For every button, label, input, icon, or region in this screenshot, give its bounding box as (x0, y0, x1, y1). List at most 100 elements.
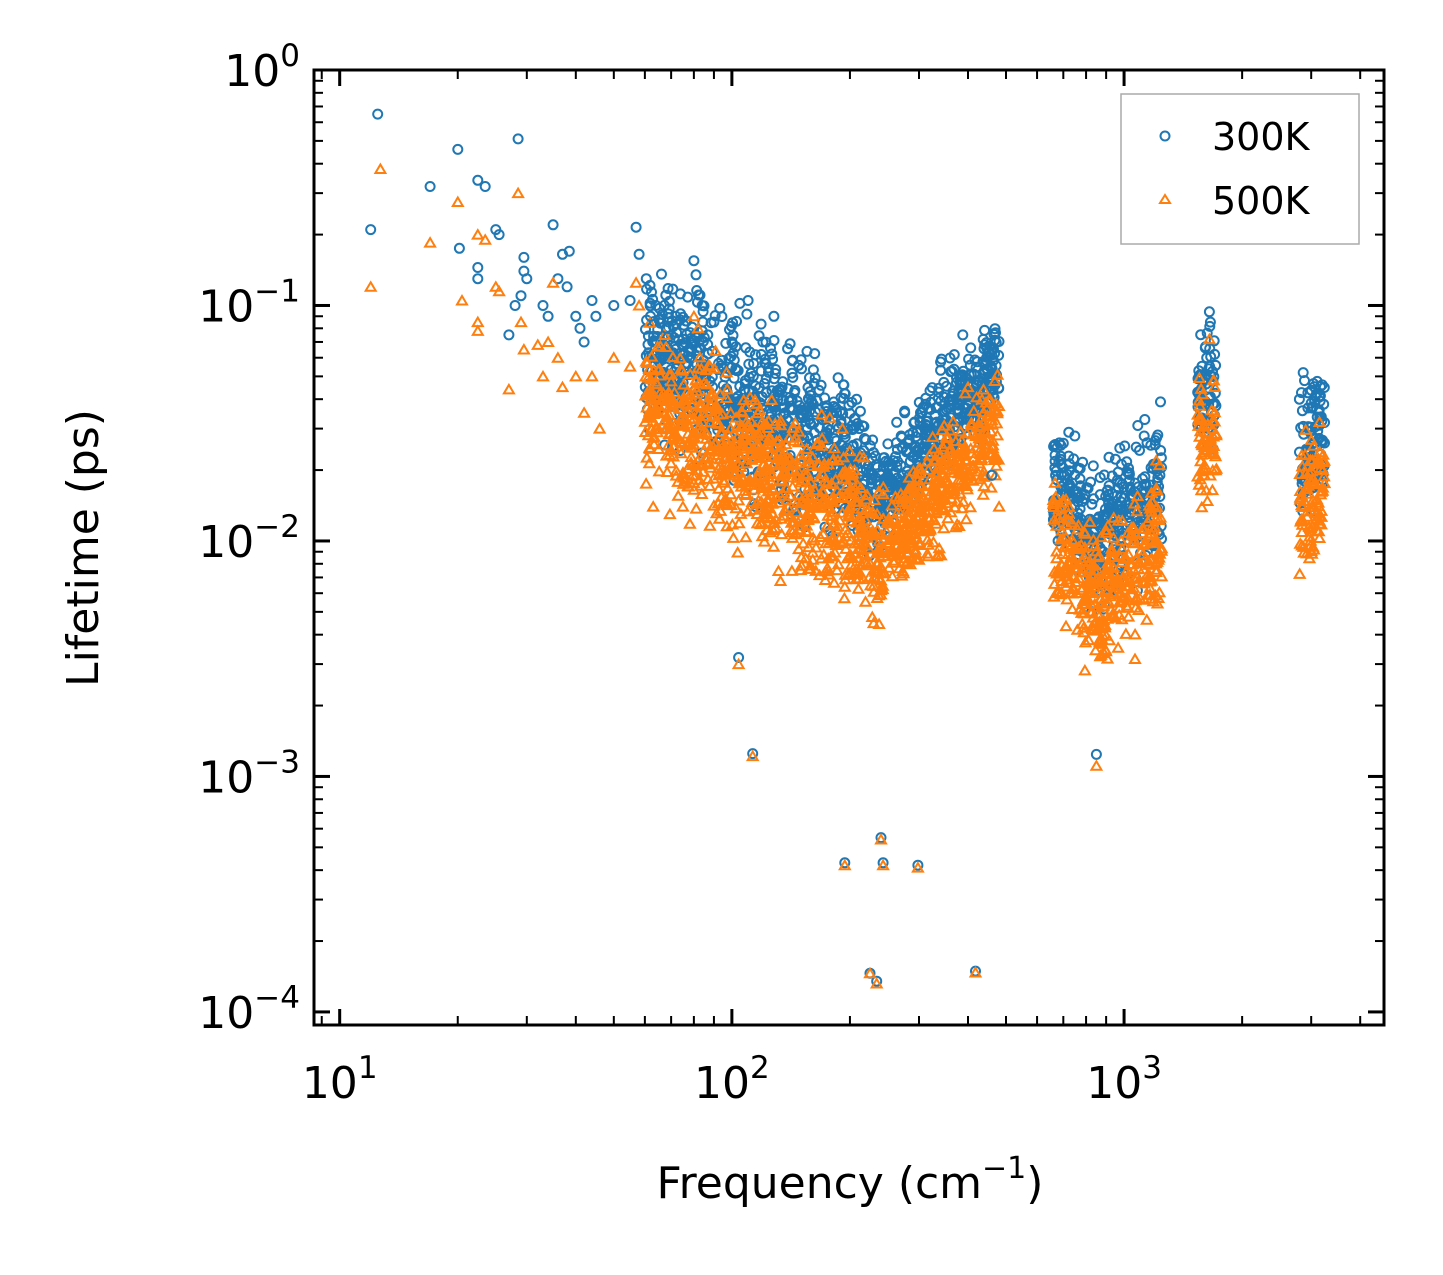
data-point-300K (989, 347, 1001, 359)
data-point-500K (872, 485, 886, 497)
data-point-500K (877, 541, 891, 553)
data-point-300K (768, 310, 780, 322)
data-point-500K (644, 350, 659, 362)
data-point-500K (930, 503, 945, 515)
data-point-300K (1087, 460, 1099, 472)
data-point-500K (964, 442, 978, 454)
data-point-500K (876, 487, 890, 500)
data-point-500K (1194, 412, 1209, 424)
data-point-300K (815, 379, 827, 391)
data-point-500K (585, 369, 599, 382)
data-point-500K (669, 464, 684, 476)
x-tick-label: 101 (302, 1050, 378, 1109)
data-point-300K (1138, 430, 1150, 442)
data-point-300K (801, 345, 813, 357)
data-point-300K (642, 330, 654, 342)
data-point-500K (1131, 575, 1145, 587)
data-point-500K (1060, 572, 1074, 585)
data-point-500K (1054, 500, 1068, 513)
data-point-500K (866, 579, 881, 591)
data-point-500K (1067, 582, 1081, 594)
data-point-500K (1078, 593, 1092, 606)
data-point-500K (839, 479, 854, 491)
data-point-500K (1112, 601, 1127, 613)
data-point-500K (758, 418, 772, 430)
data-point-500K (1306, 493, 1320, 506)
data-point-500K (1145, 495, 1159, 507)
data-point-500K (1130, 489, 1145, 502)
data-point-500K (676, 500, 690, 512)
data-point-500K (1119, 565, 1133, 578)
data-point-500K (927, 454, 941, 467)
data-point-500K (773, 574, 788, 586)
data-point-500K (798, 551, 813, 564)
data-point-300K (424, 181, 436, 192)
data-point-500K (1119, 627, 1133, 639)
data-point-300K (835, 392, 847, 404)
legend-marker-300K (1159, 130, 1171, 142)
data-point-500K (755, 529, 770, 542)
data-point-500K (913, 509, 927, 522)
data-point-500K (1089, 759, 1104, 771)
data-point-500K (920, 498, 935, 510)
data-point-500K (714, 436, 729, 449)
data-point-500K (696, 465, 710, 477)
data-point-300K (537, 300, 549, 311)
data-point-300K (663, 295, 675, 307)
data-point-300K (1123, 469, 1135, 480)
data-point-500K (982, 447, 997, 459)
data-point-500K (680, 406, 694, 418)
data-point-500K (1049, 551, 1064, 564)
data-point-300K (1071, 489, 1082, 500)
data-point-500K (1075, 554, 1090, 566)
data-point-500K (1102, 558, 1116, 570)
data-point-500K (872, 617, 886, 629)
data-point-500K (666, 450, 681, 462)
data-point-500K (869, 977, 884, 989)
data-point-500K (1099, 526, 1114, 538)
data-point-500K (1059, 530, 1073, 543)
data-point-300K (725, 350, 737, 362)
data-point-500K (854, 558, 868, 570)
data-point-300K (793, 404, 805, 416)
data-point-300K (674, 288, 686, 300)
data-point-500K (793, 522, 807, 535)
data-point-500K (976, 383, 991, 395)
data-point-500K (894, 569, 909, 581)
data-point-500K (629, 276, 643, 288)
data-point-300K (839, 428, 850, 440)
y-tick-label: 10−2 (198, 509, 300, 568)
data-point-500K (536, 369, 550, 382)
data-point-500K (858, 549, 873, 561)
legend-label-500K: 500K (1212, 179, 1311, 223)
data-point-500K (948, 500, 962, 513)
data-point-300K (742, 295, 754, 306)
data-point-500K (1136, 522, 1151, 534)
data-point-500K (952, 519, 966, 531)
y-tick-label: 100 (224, 38, 300, 97)
data-point-300K (926, 382, 938, 394)
data-point-500K (667, 427, 682, 439)
data-point-500K (1075, 617, 1090, 629)
data-point-300K (876, 468, 888, 480)
data-point-500K (785, 531, 800, 543)
data-point-300K (763, 366, 774, 378)
data-point-500K (676, 416, 690, 429)
data-point-300K (938, 376, 950, 388)
data-point-500K (791, 542, 806, 555)
data-point-300K (965, 342, 977, 354)
data-point-500K (757, 535, 772, 547)
data-point-500K (777, 509, 792, 521)
data-point-500K (908, 551, 923, 564)
data-point-500K (1302, 551, 1317, 564)
data-point-300K (1094, 472, 1106, 483)
data-point-500K (514, 315, 528, 328)
data-point-300K (662, 283, 674, 294)
data-point-500K (908, 478, 923, 491)
data-point-300K (624, 295, 636, 306)
data-point-500K (939, 471, 953, 483)
data-point-500K (914, 479, 929, 492)
data-point-500K (784, 516, 799, 528)
data-point-500K (739, 530, 753, 543)
data-point-500K (766, 523, 780, 536)
